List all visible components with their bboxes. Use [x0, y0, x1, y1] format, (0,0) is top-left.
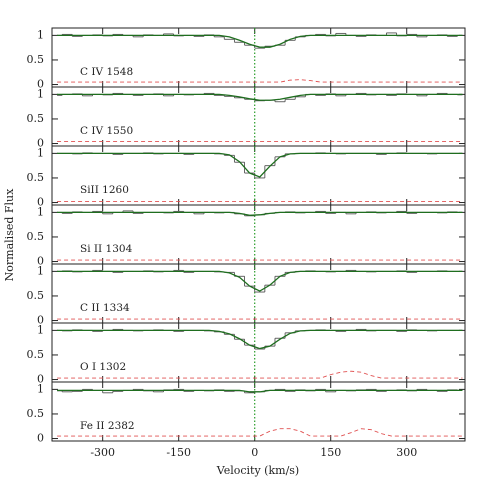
y-tick-label: 0.5: [27, 171, 45, 184]
fit-line: [57, 34, 463, 48]
y-axis-label: Normalised Flux: [3, 188, 16, 281]
x-tick-label: -150: [166, 446, 191, 459]
y-tick-label: 1: [37, 205, 44, 218]
panel-frame: [51, 27, 466, 88]
panel-frame: [51, 322, 466, 383]
y-tick-label: 0: [37, 314, 44, 327]
x-tick-label: 150: [320, 446, 341, 459]
fit-line: [57, 329, 463, 350]
panel-frame: [51, 204, 466, 265]
x-tick-label: -300: [90, 446, 115, 459]
y-tick-label: 1: [37, 264, 44, 277]
y-tick-label: 0: [37, 78, 44, 91]
y-tick-label: 0.5: [27, 112, 45, 125]
y-tick-label: 0: [37, 196, 44, 209]
y-tick-label: 0: [37, 373, 44, 386]
ion-label: Si II 1304: [80, 243, 133, 255]
fit-line: [57, 93, 463, 101]
y-tick-label: 0.5: [27, 348, 45, 361]
y-tick-label: 0.5: [27, 289, 45, 302]
fit-line: [57, 152, 463, 178]
fit-line: [57, 270, 463, 292]
y-tick-label: 1: [37, 323, 44, 336]
y-tick-label: 0.5: [27, 53, 45, 66]
error-line: [57, 79, 463, 83]
x-axis-label: Velocity (km/s): [216, 464, 299, 477]
ion-label: C IV 1550: [80, 125, 133, 137]
y-tick-label: 0.5: [27, 230, 45, 243]
ion-label: Fe II 2382: [80, 420, 135, 432]
panel-frame: [51, 86, 466, 147]
ion-label: C II 1334: [80, 302, 130, 314]
y-tick-label: 1: [37, 28, 44, 41]
error-line: [57, 428, 463, 437]
fit-line: [57, 389, 463, 393]
x-tick-label: 0: [251, 446, 258, 459]
error-line: [57, 370, 463, 379]
ion-label: SiII 1260: [80, 184, 129, 196]
ion-label: C IV 1548: [80, 66, 133, 78]
y-tick-label: 1: [37, 146, 44, 159]
y-tick-label: 1: [37, 87, 44, 100]
panel-frame: [51, 263, 466, 324]
y-tick-label: 0: [37, 255, 44, 268]
x-tick-label: 300: [396, 446, 417, 459]
y-tick-label: 0.5: [27, 407, 45, 420]
ion-label: O I 1302: [80, 361, 126, 373]
panel-frame: [51, 381, 466, 442]
y-tick-label: 0: [37, 432, 44, 445]
y-tick-label: 0: [37, 137, 44, 150]
panel-frame: [51, 145, 466, 206]
y-tick-label: 1: [37, 382, 44, 395]
fit-line: [57, 211, 463, 216]
